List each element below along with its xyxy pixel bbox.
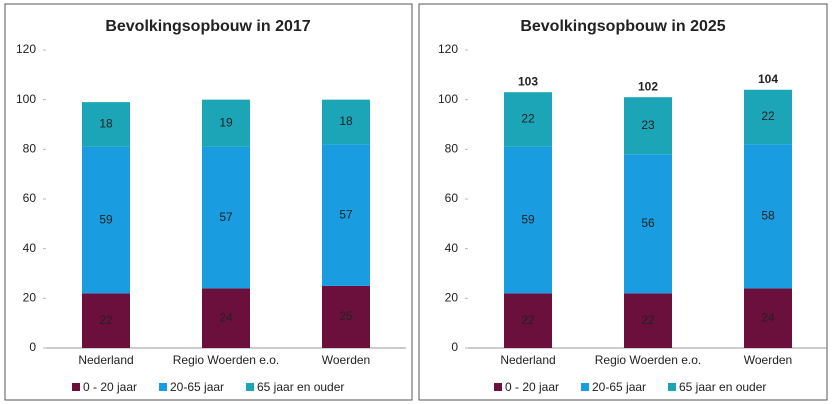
bar-segment (744, 288, 792, 348)
data-label: 22 (521, 112, 535, 126)
y-tick-label: 80 (445, 142, 459, 156)
data-label: 22 (761, 109, 775, 123)
data-label: 18 (339, 114, 353, 128)
bar-segment (82, 102, 130, 147)
y-tick-label: 20 (445, 291, 459, 305)
data-label: 22 (99, 313, 113, 327)
bar-segment (744, 89, 792, 145)
data-label: 59 (99, 212, 113, 226)
legend-label: 65 jaar en ouder (679, 380, 766, 394)
y-tick-label: 20 (23, 291, 37, 305)
total-label: 104 (758, 72, 778, 86)
x-tick-label: Regio Woerden e.o. (173, 353, 280, 367)
bar-segment (82, 146, 130, 294)
data-label: 56 (641, 216, 655, 230)
x-tick-label: Regio Woerden e.o. (595, 353, 702, 367)
y-tick-label: 120 (16, 42, 36, 56)
data-label: 57 (219, 210, 233, 224)
legend-label: 65 jaar en ouder (257, 380, 344, 394)
legend-marker (581, 383, 589, 391)
bar-segment (202, 146, 250, 289)
panel-border (4, 3, 413, 401)
total-label: 103 (518, 74, 538, 88)
x-tick-label: Woerden (744, 353, 792, 367)
x-tick-label: Nederland (78, 353, 133, 367)
data-label: 58 (761, 209, 775, 223)
y-tick-label: 120 (438, 42, 458, 56)
bar-segment (624, 154, 672, 294)
bar-segment (322, 99, 370, 145)
chart-title: Bevolkingsopbouw in 2025 (520, 18, 725, 35)
data-label: 59 (521, 212, 535, 226)
bar-segment (744, 144, 792, 289)
legend-marker (246, 383, 254, 391)
data-label: 18 (99, 117, 113, 131)
data-label: 24 (219, 310, 233, 324)
bar-segment (504, 92, 552, 147)
data-label: 23 (641, 118, 655, 132)
y-tick-label: 0 (29, 340, 36, 354)
bar-segment (322, 285, 370, 348)
y-tick-label: 40 (23, 241, 37, 255)
bar-segment (202, 288, 250, 348)
bar-segment (504, 293, 552, 348)
y-tick-label: 60 (23, 191, 37, 205)
y-tick-label: 60 (445, 191, 459, 205)
y-tick-label: 100 (438, 92, 458, 106)
data-label: 19 (219, 115, 233, 129)
data-label: 25 (339, 309, 353, 323)
data-label: 57 (339, 207, 353, 221)
x-tick-label: Nederland (500, 353, 555, 367)
panel-border (418, 3, 828, 401)
legend-marker (159, 383, 167, 391)
y-tick-label: 40 (445, 241, 459, 255)
total-label: 102 (638, 79, 658, 93)
legend-label: 20-65 jaar (170, 380, 224, 394)
bar-segment (202, 99, 250, 147)
bar-segment (624, 97, 672, 155)
bar-segment (624, 293, 672, 348)
data-label: 24 (761, 310, 775, 324)
y-tick-label: 80 (23, 142, 37, 156)
data-label: 22 (521, 313, 535, 327)
bar-segment (504, 146, 552, 294)
chart-title: Bevolkingsopbouw in 2017 (105, 18, 310, 35)
legend-label: 0 - 20 jaar (83, 380, 137, 394)
bar-segment (82, 293, 130, 348)
x-tick-label: Woerden (322, 353, 370, 367)
legend-marker (494, 383, 502, 391)
legend-marker (668, 383, 676, 391)
data-label: 22 (641, 313, 655, 327)
legend-marker (72, 383, 80, 391)
legend-label: 0 - 20 jaar (505, 380, 559, 394)
legend-label: 20-65 jaar (592, 380, 646, 394)
y-tick-label: 0 (451, 340, 458, 354)
y-tick-label: 100 (16, 92, 36, 106)
bar-segment (322, 144, 370, 286)
